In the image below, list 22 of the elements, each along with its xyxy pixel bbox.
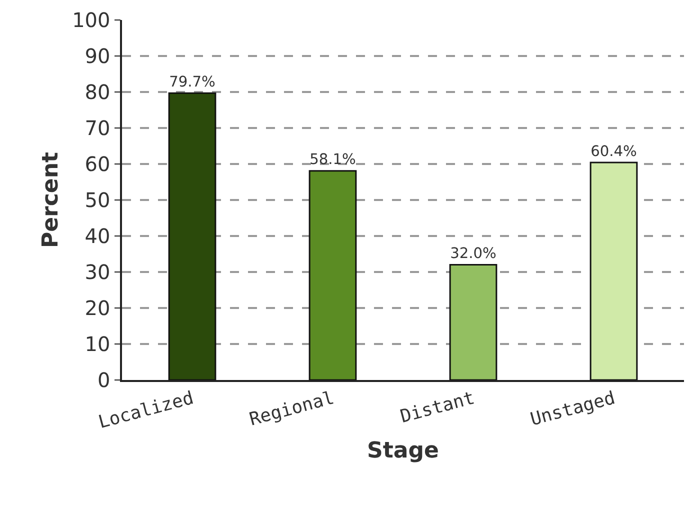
bar bbox=[168, 92, 216, 380]
y-tick-label: 70 bbox=[84, 116, 110, 140]
y-tick-label: 80 bbox=[84, 80, 110, 104]
y-tick-label: 90 bbox=[84, 44, 110, 68]
bar bbox=[308, 170, 357, 380]
y-tick-label: 40 bbox=[84, 224, 110, 248]
bar bbox=[449, 264, 498, 380]
y-axis-title: Percent bbox=[38, 152, 64, 248]
data-label: 60.4% bbox=[590, 142, 638, 160]
data-label: 58.1% bbox=[310, 151, 356, 168]
data-label: 32.0% bbox=[450, 245, 497, 262]
y-tick-label: 100 bbox=[72, 8, 110, 32]
y-tick-label: 60 bbox=[84, 152, 110, 176]
y-tick-label: 0 bbox=[98, 368, 110, 392]
data-label: 79.7% bbox=[169, 73, 216, 90]
x-tick-label: Distant bbox=[398, 388, 477, 428]
x-axis-title: Stage bbox=[367, 438, 439, 464]
y-tick-label: 20 bbox=[84, 296, 110, 320]
y-tick-label: 10 bbox=[84, 332, 110, 356]
y-tick-label: 50 bbox=[84, 188, 110, 212]
bar bbox=[590, 162, 638, 380]
y-tick-label: 30 bbox=[84, 260, 110, 284]
